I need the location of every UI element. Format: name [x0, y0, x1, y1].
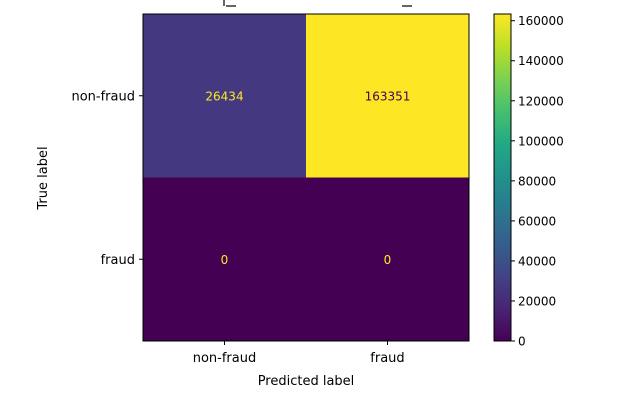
- x-axis-ticks: non-fraud fraud: [193, 341, 405, 366]
- colorbar-frame: [493, 13, 512, 342]
- colorbar-tick-label: 60000: [518, 214, 556, 228]
- colorbar-tick-label: 20000: [518, 294, 556, 308]
- x-axis-label: Predicted label: [258, 374, 355, 389]
- cell-value-label: 163351: [365, 89, 411, 103]
- colorbar-tick-label: 100000: [518, 134, 564, 148]
- colorbar: [494, 14, 511, 341]
- x-tick-label: fraud: [370, 351, 404, 366]
- colorbar-tick-label: 40000: [518, 254, 556, 268]
- y-tick-label: fraud: [101, 253, 135, 268]
- cell-value-label: 26434: [205, 89, 243, 103]
- colorbar-tick-label: 80000: [518, 174, 556, 188]
- heatmap-cell: [143, 14, 307, 178]
- cell-value-labels: 26434 163351 0 0: [205, 89, 410, 267]
- y-axis-label: True label: [36, 146, 51, 210]
- heatmap-cells: [143, 14, 470, 342]
- heatmap-cell: [306, 177, 470, 342]
- colorbar-ticks: 0 20000 40000 60000 80000 100000 120000 140000 1…: [511, 14, 564, 349]
- y-tick-label: non-fraud: [71, 89, 135, 104]
- clipped-title-fragment: [223, 0, 412, 7]
- heatmap-cell: [143, 177, 307, 342]
- colorbar-tick-label: 120000: [518, 94, 564, 108]
- cell-value-label: 0: [384, 253, 392, 267]
- colorbar-tick-label: 0: [518, 335, 526, 349]
- cell-value-label: 0: [221, 253, 229, 267]
- x-tick-label: non-fraud: [193, 351, 257, 366]
- colorbar-tick-label: 140000: [518, 54, 564, 68]
- y-axis-ticks: non-fraud fraud: [71, 89, 143, 268]
- heatmap-cell: [306, 14, 470, 178]
- colorbar-tick-label: 160000: [518, 14, 564, 28]
- plot-frame: [142, 13, 470, 342]
